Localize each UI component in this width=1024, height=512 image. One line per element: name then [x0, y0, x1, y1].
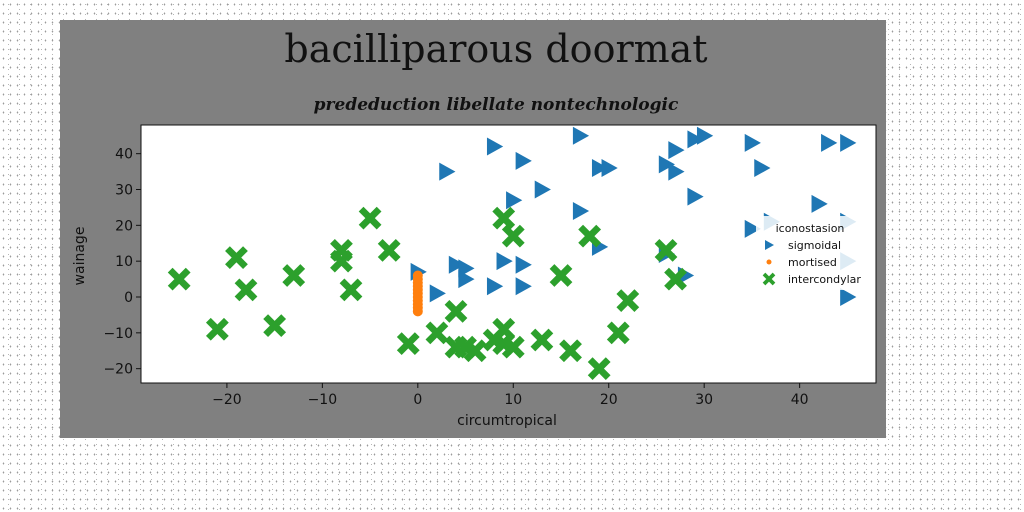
sigmoidal-point	[696, 126, 714, 145]
sigmoidal-point	[658, 155, 675, 174]
sigmoidal-point	[515, 151, 532, 170]
intercondylar-point	[282, 264, 306, 287]
sigmoidal-point	[821, 133, 838, 152]
legend-entries: sigmoidal mortised intercondylar	[762, 239, 861, 286]
sigmoidal-point	[840, 133, 857, 152]
x-tick-label: 20	[600, 392, 618, 408]
sigmoidal-point	[687, 130, 704, 149]
legend-title: iconostasion	[776, 222, 845, 235]
x-axis-label: circumtropical	[457, 413, 557, 429]
legend-marker-sigmoidal	[765, 240, 774, 250]
legend-marker-mortised	[766, 259, 772, 265]
y-tick-label: 30	[115, 183, 133, 199]
intercondylar-point	[654, 239, 678, 262]
y-axis-label: wainage	[72, 227, 88, 286]
sigmoidal-point	[601, 159, 618, 177]
x-tick-label: 40	[791, 392, 809, 408]
intercondylar-point	[377, 239, 401, 262]
legend-box	[756, 216, 874, 290]
intercondylar-point	[530, 328, 554, 352]
intercondylar-point	[396, 332, 420, 355]
x-tick-label: 30	[695, 392, 713, 408]
sigmoidal-point	[744, 133, 761, 152]
intercondylar-point	[492, 206, 516, 230]
sigmoidal-point	[572, 202, 590, 220]
x-tick-label: 0	[413, 392, 422, 408]
sigmoidal-point	[496, 252, 513, 271]
mortised-point	[412, 306, 423, 317]
intercondylar-point	[263, 314, 287, 338]
x-tick-label: 10	[504, 392, 522, 408]
intercondylar-point	[425, 321, 449, 345]
legend-marker-intercondylar	[762, 272, 776, 286]
sigmoidal-point	[591, 159, 609, 177]
intercondylar-point	[616, 289, 640, 312]
legend: iconostasion sigmoidal mortised intercondy…	[756, 216, 874, 290]
x-tick-label: −20	[212, 392, 242, 408]
intercondylar-point	[559, 339, 582, 363]
y-tick-label: −20	[103, 362, 133, 378]
legend-label-intercondylar: intercondylar	[788, 273, 861, 286]
intercondylar-point	[606, 321, 630, 345]
sigmoidal-point	[458, 270, 475, 289]
sigmoidal-point	[506, 191, 523, 210]
y-axis: −20 −10 0 10 20 30 40	[103, 147, 141, 378]
intercondylar-point	[501, 224, 525, 248]
intercondylar-point	[664, 267, 687, 291]
sigmoidal-point	[811, 194, 828, 213]
sigmoidal-point	[668, 162, 685, 181]
sigmoidal-point	[515, 255, 532, 274]
legend-label-sigmoidal: sigmoidal	[788, 239, 841, 252]
sigmoidal-point	[515, 277, 532, 296]
intercondylar-point	[167, 267, 191, 291]
sigmoidal-point	[687, 187, 704, 206]
intercondylar-point	[444, 299, 468, 323]
y-tick-label: 0	[124, 290, 133, 306]
sigmoidal-point	[668, 141, 685, 160]
sigmoidal-point	[486, 137, 504, 156]
sigmoidal-point	[448, 255, 465, 274]
sigmoidal-point	[754, 159, 771, 177]
legend-label-mortised: mortised	[788, 256, 837, 269]
intercondylar-point	[330, 249, 353, 273]
sigmoidal-point	[486, 277, 504, 296]
chart-subtitle: prededuction libellate nontechnologic	[314, 95, 679, 115]
sigmoidal-point	[744, 219, 761, 238]
sigmoidal-point	[534, 180, 551, 199]
data-markers	[167, 126, 857, 381]
intercondylar-point	[463, 339, 487, 363]
sigmoidal-point	[429, 284, 446, 303]
y-tick-label: 10	[115, 254, 133, 270]
intercondylar-point	[578, 224, 602, 248]
y-tick-label: 40	[115, 147, 133, 163]
intercondylar-point	[587, 357, 611, 381]
sigmoidal-point	[439, 162, 456, 181]
x-axis: −20 −10 0 10 20 30 40	[212, 383, 809, 408]
sigmoidal-point	[572, 126, 590, 145]
y-tick-label: 20	[115, 218, 133, 234]
intercondylar-point	[501, 335, 525, 359]
intercondylar-point	[234, 278, 258, 302]
intercondylar-point	[205, 317, 229, 341]
x-tick-label: −10	[308, 392, 338, 408]
chart-title: bacilliparous doormat	[284, 27, 707, 71]
intercondylar-point	[549, 264, 573, 287]
intercondylar-point	[339, 278, 363, 302]
intercondylar-point	[225, 246, 248, 269]
sigmoidal-point	[840, 288, 857, 306]
intercondylar-point	[358, 206, 382, 230]
y-tick-label: −10	[103, 326, 133, 342]
